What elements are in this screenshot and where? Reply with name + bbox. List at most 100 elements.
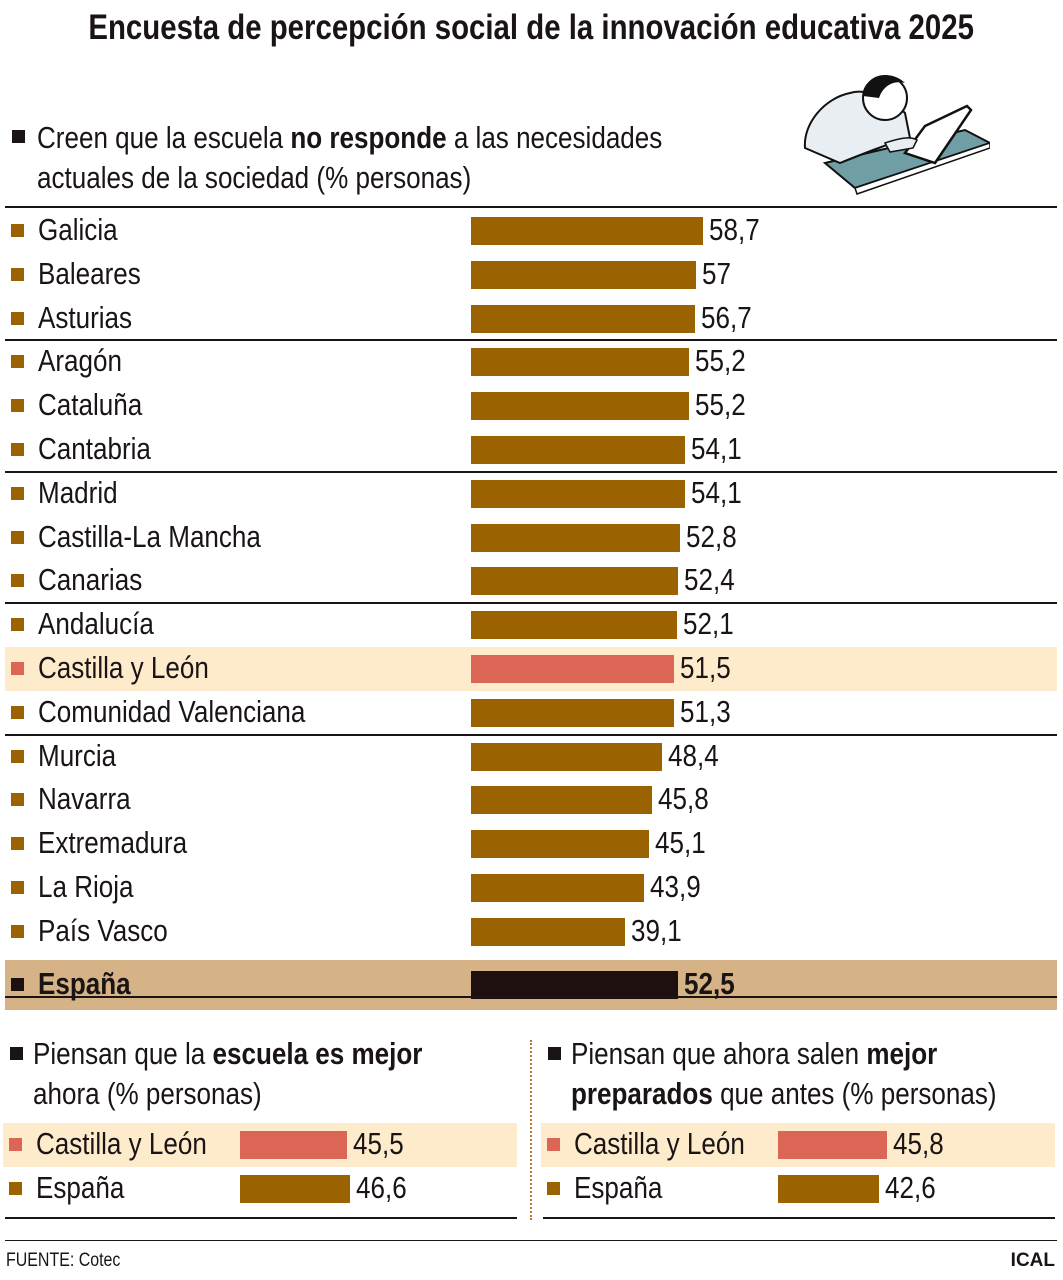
category-bullet bbox=[11, 924, 24, 938]
data-label-text: 58,7 bbox=[708, 211, 760, 247]
category-label: Comunidad Valenciana bbox=[38, 694, 356, 730]
category-bullet bbox=[11, 530, 24, 544]
data-label: 45,8 bbox=[893, 1126, 953, 1162]
data-label: 52,4 bbox=[684, 562, 744, 598]
category-label-text: España bbox=[38, 965, 131, 1001]
bar bbox=[778, 1175, 880, 1203]
data-label: 54,1 bbox=[691, 475, 751, 511]
category-label-text: Castilla y León bbox=[38, 649, 209, 685]
category-bullet bbox=[11, 793, 24, 807]
bar bbox=[471, 830, 650, 859]
subtitle-line2: que antes (% personas) bbox=[712, 1076, 997, 1111]
panel-divider bbox=[530, 1040, 532, 1220]
data-label: 57 bbox=[702, 256, 736, 292]
category-label: Extremadura bbox=[38, 825, 215, 861]
group-divider bbox=[5, 339, 1057, 342]
right-bottom-rule bbox=[543, 1217, 1055, 1219]
data-label-text: 51,3 bbox=[679, 693, 731, 729]
category-bullet bbox=[11, 880, 24, 894]
category-label: Galicia bbox=[38, 212, 133, 248]
bar bbox=[240, 1131, 348, 1159]
subtitle-line2: actuales de la sociedad (% personas) bbox=[37, 160, 472, 195]
subtitle-text: Piensan que la bbox=[33, 1036, 213, 1071]
data-label: 55,2 bbox=[695, 343, 755, 379]
bar bbox=[471, 392, 690, 421]
category-bullet bbox=[547, 1182, 560, 1195]
subtitle-text: a las necesidades bbox=[446, 120, 663, 155]
category-label: Castilla y León bbox=[38, 650, 241, 686]
data-label-text: 39,1 bbox=[631, 912, 683, 948]
subtitle-bold: preparados bbox=[571, 1076, 713, 1111]
category-bullet bbox=[11, 618, 24, 632]
subtitle-bold: escuela es mejor bbox=[212, 1036, 423, 1071]
bar bbox=[471, 970, 679, 999]
data-label: 43,9 bbox=[650, 869, 710, 905]
bar bbox=[778, 1131, 887, 1159]
data-label-text: 52,4 bbox=[683, 562, 735, 598]
chart-title: Encuesta de percepción social de la inno… bbox=[0, 8, 1063, 48]
data-label-text: 42,6 bbox=[885, 1170, 937, 1205]
data-label-text: 45,8 bbox=[893, 1126, 944, 1161]
bar bbox=[471, 567, 678, 596]
top-rule bbox=[5, 206, 1057, 208]
category-label: España bbox=[36, 1170, 141, 1206]
data-label: 58,7 bbox=[709, 212, 769, 248]
data-label: 51,5 bbox=[680, 650, 740, 686]
subtitle-bullet bbox=[12, 130, 25, 143]
category-label: Asturias bbox=[38, 300, 150, 336]
data-label-text: 54,1 bbox=[690, 474, 742, 510]
bar bbox=[471, 435, 685, 464]
bar bbox=[471, 698, 674, 727]
bar bbox=[471, 523, 680, 552]
bar bbox=[240, 1175, 350, 1203]
category-label-text: Madrid bbox=[38, 474, 118, 510]
category-label-text: Navarra bbox=[38, 781, 131, 817]
title-text: Encuesta de percepción social de la inno… bbox=[88, 8, 975, 47]
category-label-text: Murcia bbox=[38, 737, 117, 773]
data-label: 52,1 bbox=[683, 606, 743, 642]
credit: ICAL bbox=[1011, 1250, 1055, 1272]
category-label-text: Canarias bbox=[38, 562, 143, 598]
footer-rule bbox=[5, 1240, 1057, 1241]
data-label-text: 46,6 bbox=[355, 1170, 407, 1205]
data-label-text: 57 bbox=[702, 255, 732, 291]
category-bullet bbox=[11, 311, 24, 325]
student-laptop-illustration bbox=[803, 75, 990, 195]
category-label: Andalucía bbox=[38, 606, 176, 642]
data-label-text: 54,1 bbox=[690, 430, 742, 466]
category-bullet bbox=[11, 705, 24, 719]
category-label-text: Cantabria bbox=[38, 430, 151, 466]
category-bullet bbox=[11, 399, 24, 413]
data-label: 45,8 bbox=[658, 781, 718, 817]
source-text: FUENTE: Cotec bbox=[6, 1250, 121, 1271]
source: FUENTE: Cotec bbox=[6, 1250, 142, 1272]
category-bullet bbox=[547, 1138, 560, 1151]
group-divider bbox=[5, 470, 1057, 473]
data-label-text: 52,5 bbox=[684, 965, 736, 1001]
category-label-text: España bbox=[574, 1170, 663, 1205]
category-label: Castilla y León bbox=[36, 1126, 239, 1162]
category-bullet bbox=[11, 486, 24, 500]
bar bbox=[471, 304, 695, 333]
main-subtitle: Creen que la escuela no responde a las n… bbox=[37, 118, 781, 198]
category-bullet bbox=[11, 977, 24, 991]
data-label-text: 45,8 bbox=[657, 781, 709, 817]
data-label-text: 56,7 bbox=[700, 299, 752, 335]
bar bbox=[471, 917, 626, 946]
category-bullet bbox=[11, 837, 24, 851]
category-label: Cataluña bbox=[38, 387, 162, 423]
data-label: 55,2 bbox=[695, 387, 755, 423]
category-label: Madrid bbox=[38, 475, 133, 511]
left-subtitle: Piensan que la escuela es mejor ahora (%… bbox=[33, 1034, 497, 1114]
bar bbox=[471, 873, 645, 902]
data-label-text: 45,5 bbox=[353, 1126, 405, 1161]
category-label-text: Galicia bbox=[38, 211, 118, 247]
category-label-text: Asturias bbox=[38, 299, 133, 335]
data-label-text: 55,2 bbox=[695, 387, 746, 423]
right-subtitle: Piensan que ahora salen mejor preparados… bbox=[571, 1034, 1063, 1114]
data-label: 45,5 bbox=[353, 1126, 413, 1162]
category-label-text: Aragón bbox=[38, 343, 122, 379]
bar bbox=[471, 216, 703, 245]
category-bullet bbox=[11, 223, 24, 237]
category-label-text: Castilla y León bbox=[574, 1126, 745, 1161]
